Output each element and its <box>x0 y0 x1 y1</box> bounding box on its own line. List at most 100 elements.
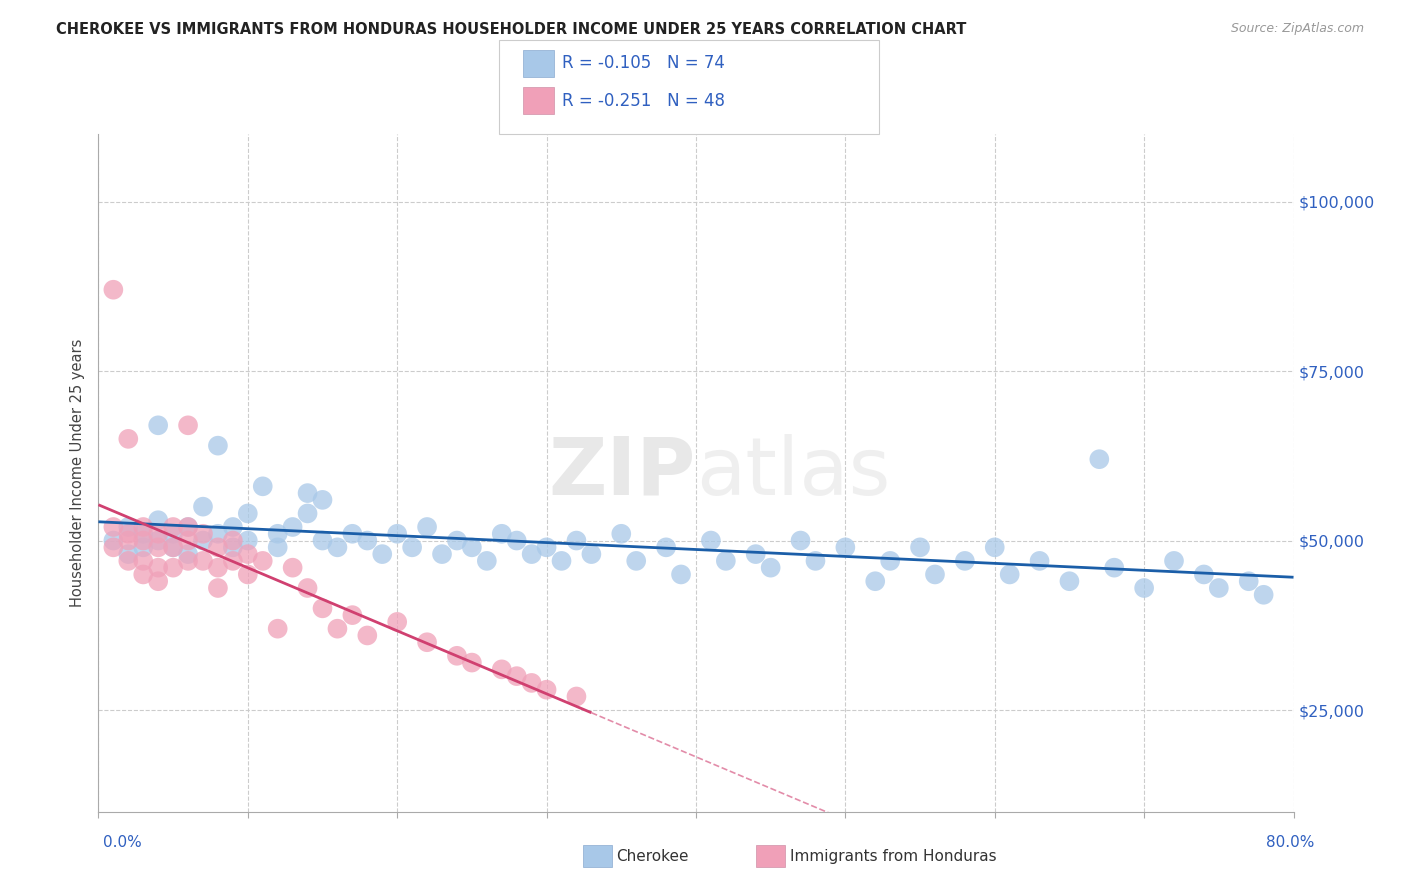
Point <box>461 656 484 670</box>
Point <box>148 526 170 541</box>
Point <box>655 541 678 555</box>
Text: 80.0%: 80.0% <box>1267 836 1315 850</box>
Point <box>669 567 692 582</box>
Point <box>207 560 229 574</box>
Point <box>207 581 229 595</box>
Point <box>834 541 856 555</box>
Point <box>148 533 170 548</box>
Point <box>103 283 125 297</box>
Y-axis label: Householder Income Under 25 years: Householder Income Under 25 years <box>70 339 86 607</box>
Point <box>191 500 214 514</box>
Point <box>281 560 304 574</box>
Point <box>1163 554 1185 568</box>
Point <box>117 432 139 446</box>
Point <box>177 547 200 561</box>
Point <box>326 622 349 636</box>
Point <box>759 560 782 574</box>
Point <box>1192 567 1215 582</box>
Point <box>520 547 543 561</box>
Point <box>520 676 543 690</box>
Point <box>207 439 229 453</box>
Point <box>162 541 184 555</box>
Point <box>879 554 901 568</box>
Point <box>700 533 723 548</box>
Point <box>148 541 170 555</box>
Point <box>162 560 184 574</box>
Point <box>1088 452 1111 467</box>
Point <box>371 547 394 561</box>
Point <box>177 418 200 433</box>
Point <box>267 526 290 541</box>
Point <box>267 622 290 636</box>
Point <box>148 513 170 527</box>
Point <box>953 554 976 568</box>
Point <box>610 526 633 541</box>
Point <box>207 526 229 541</box>
Point <box>148 560 170 574</box>
Text: R = -0.105   N = 74: R = -0.105 N = 74 <box>562 54 725 72</box>
Point <box>222 554 245 568</box>
Point <box>191 554 214 568</box>
Point <box>1237 574 1260 589</box>
Point <box>311 492 333 507</box>
Point <box>117 526 139 541</box>
Point <box>117 533 139 548</box>
Point <box>565 690 588 704</box>
Point <box>908 541 931 555</box>
Text: Immigrants from Honduras: Immigrants from Honduras <box>790 849 997 863</box>
Point <box>1104 560 1126 574</box>
Point <box>297 507 319 521</box>
Point <box>311 533 333 548</box>
Point <box>430 547 453 561</box>
Point <box>998 567 1021 582</box>
Point <box>148 574 170 589</box>
Point <box>506 533 529 548</box>
Point <box>536 682 558 697</box>
Point <box>162 541 184 555</box>
Point <box>1133 581 1156 595</box>
Point <box>117 520 139 534</box>
Point <box>132 526 155 541</box>
Point <box>506 669 529 683</box>
Point <box>252 479 274 493</box>
Point <box>446 533 468 548</box>
Text: Cherokee: Cherokee <box>616 849 689 863</box>
Point <box>1028 554 1050 568</box>
Point <box>475 554 498 568</box>
Point <box>132 567 155 582</box>
Point <box>236 547 259 561</box>
Point <box>191 526 214 541</box>
Point <box>177 533 200 548</box>
Point <box>132 541 155 555</box>
Point <box>222 533 245 548</box>
Text: ZIP: ZIP <box>548 434 696 512</box>
Point <box>162 520 184 534</box>
Point <box>446 648 468 663</box>
Point <box>804 554 827 568</box>
Point <box>222 541 245 555</box>
Point <box>356 628 378 642</box>
Point <box>416 520 439 534</box>
Point <box>236 533 259 548</box>
Text: 0.0%: 0.0% <box>103 836 142 850</box>
Point <box>550 554 572 568</box>
Point <box>461 541 484 555</box>
Point <box>385 526 409 541</box>
Point <box>103 533 125 548</box>
Point <box>177 520 200 534</box>
Point <box>132 554 155 568</box>
Text: CHEROKEE VS IMMIGRANTS FROM HONDURAS HOUSEHOLDER INCOME UNDER 25 YEARS CORRELATI: CHEROKEE VS IMMIGRANTS FROM HONDURAS HOU… <box>56 22 966 37</box>
Point <box>536 541 558 555</box>
Point <box>1059 574 1081 589</box>
Point <box>191 533 214 548</box>
Point <box>789 533 811 548</box>
Point <box>236 507 259 521</box>
Point <box>491 526 513 541</box>
Point <box>342 608 364 623</box>
Point <box>491 662 513 676</box>
Point <box>103 520 125 534</box>
Point <box>401 541 423 555</box>
Point <box>1208 581 1230 595</box>
Text: R = -0.251   N = 48: R = -0.251 N = 48 <box>562 92 725 110</box>
Point <box>281 520 304 534</box>
